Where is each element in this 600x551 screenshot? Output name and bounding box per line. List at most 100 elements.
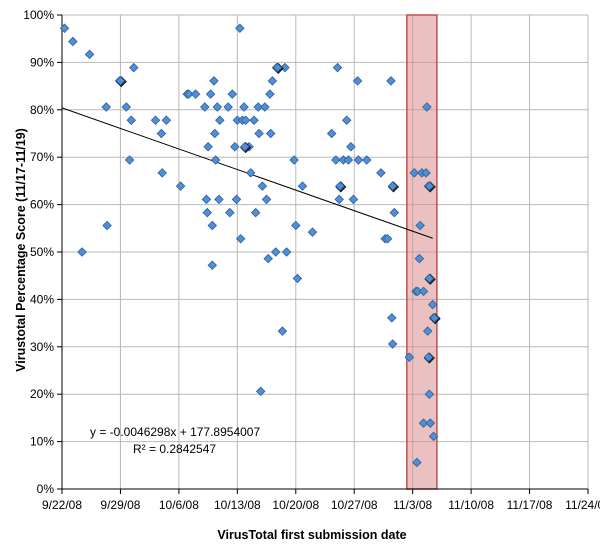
data-point [263,253,273,264]
x-tick-label: 9/29/08 [100,498,140,512]
data-point [291,220,301,231]
data-point [261,194,272,205]
trendline-r-squared: R² = 0.2842547 [133,442,216,456]
data-point-emphasized [424,181,435,191]
y-tick-label: 90% [30,55,54,69]
data-point [239,102,249,112]
data-point [297,181,308,191]
data-point [175,181,186,191]
data-point-emphasized [429,313,440,323]
data-point [387,339,398,349]
x-tick-label: 11/3/08 [393,498,432,512]
data-point-emphasized [115,76,126,86]
highlight-band [406,14,438,490]
data-point [59,23,70,34]
y-tick-label: 10% [30,435,54,449]
y-tick-label: 20% [30,387,54,401]
data-point [412,457,422,468]
data-point [203,142,213,152]
x-tick-label: 10/6/08 [159,498,199,512]
data-point [387,313,397,323]
data-point [428,431,439,442]
data-point-emphasized [335,181,345,191]
data-point [231,194,242,205]
data-point [257,181,268,191]
data-point-emphasized [387,181,398,191]
data-point [280,62,290,73]
data-point [265,89,275,99]
data-point [200,102,210,112]
data-point [209,76,219,86]
data-point [341,115,352,125]
data-point [150,115,161,125]
data-point [207,260,218,271]
data-point [343,155,354,165]
data-point [277,326,288,336]
data-point [376,168,386,178]
x-axis-title: VirusTotal first submission date [217,528,406,542]
x-tick-label: 9/22/08 [42,498,82,512]
highlight-band-layer [406,14,438,490]
data-point [255,386,266,397]
data-point [425,418,435,428]
data-point [254,128,264,139]
data-point [307,227,318,237]
data-point [201,194,212,205]
data-point [124,155,135,165]
data-point [265,128,276,139]
data-point [422,326,433,336]
data-point [267,76,278,86]
x-tick-label: 10/27/08 [331,498,378,512]
data-point [235,233,246,244]
data-point [389,207,400,218]
data-point [68,36,78,47]
data-point [240,115,251,125]
y-tick-label: 60% [30,198,54,212]
data-point [214,194,224,205]
data-point [129,62,139,73]
data-point [230,142,240,152]
data-point [101,102,112,112]
x-tick-label: 11/24/08 [565,498,600,512]
data-point [157,168,167,178]
data-point [352,76,363,86]
data-point [332,62,343,73]
data-point [156,128,167,139]
data-point [353,155,364,165]
data-point [121,102,132,112]
trendline-equation: y = -0.0046298x + 177.8954007 [90,425,260,439]
y-tick-label: 70% [30,150,54,164]
axes [57,14,589,494]
data-point [84,49,95,60]
data-point [190,89,201,99]
data-point [223,102,233,112]
data-point [210,155,221,165]
data-point [326,128,337,139]
data-point [346,142,356,152]
data-point [215,115,225,125]
data-point-emphasized [272,62,283,73]
y-tick-label: 40% [30,292,54,306]
data-point [427,299,438,310]
data-point [161,115,172,125]
data-point [415,220,425,231]
data-point [421,168,431,178]
data-point [225,207,235,218]
data-point [404,352,415,362]
data-point [202,207,213,218]
data-points [59,23,441,468]
data-point-emphasized [424,273,435,284]
data-point [184,89,194,99]
y-tick-label: 80% [30,103,54,117]
y-axis-title: Virustotal Percentage Score (11/17-11/19… [14,128,28,372]
x-tick-label: 11/17/08 [507,498,553,512]
data-point [245,168,256,178]
data-point [249,115,259,125]
data-point [382,233,393,244]
data-point [424,389,435,399]
data-point-emphasized [240,142,250,152]
data-point [253,102,263,112]
data-point [409,168,420,178]
